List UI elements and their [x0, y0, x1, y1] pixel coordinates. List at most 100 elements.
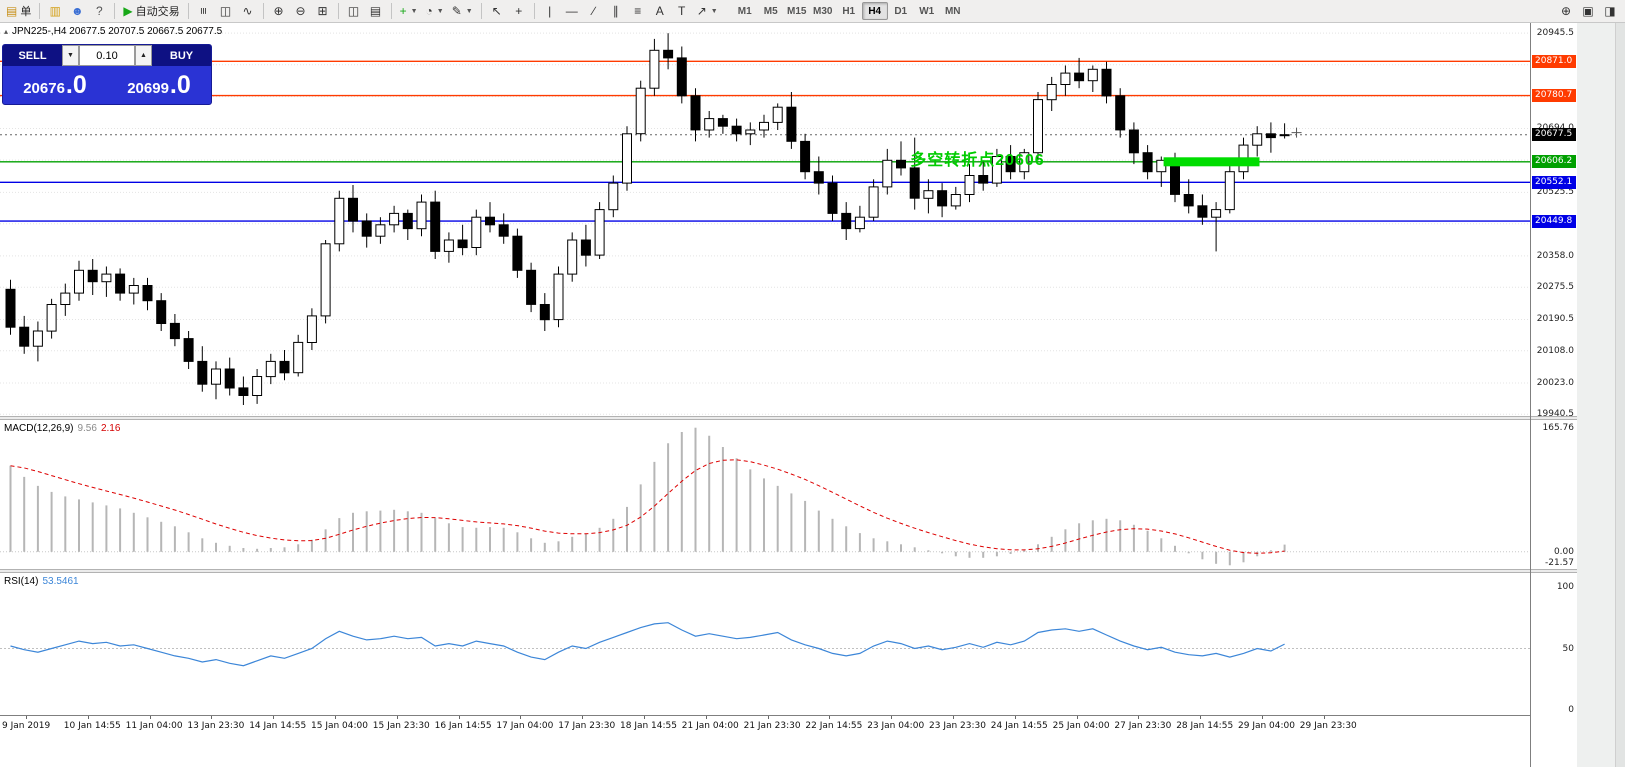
macd-tick-label: 0.00: [1553, 546, 1574, 557]
time-tick-mark: [458, 716, 460, 719]
buy-price[interactable]: 20699.0: [107, 71, 211, 100]
rsi-axis[interactable]: 100 50 0: [1531, 573, 1577, 715]
time-tick-mark: [953, 716, 954, 719]
buy-button[interactable]: BUY: [152, 45, 211, 66]
timeframe-h4-button[interactable]: H4: [861, 2, 888, 20]
volume-decrease-button[interactable]: ▼: [62, 45, 79, 66]
vertical-scrollbar[interactable]: [1615, 23, 1625, 767]
profile-icon[interactable]: ☻: [66, 1, 88, 21]
time-tick-mark: [582, 716, 584, 719]
zoom-in-icon[interactable]: ⊕: [268, 1, 290, 21]
time-tick-label: 23 Jan 04:00: [867, 721, 925, 731]
autotrade-glyph: ▶: [123, 4, 133, 18]
time-axis[interactable]: 9 Jan 2019 10 Jan 14:55 11 Jan 04:00 13 Jan…: [0, 715, 1530, 737]
time-tick-mark: [87, 716, 89, 719]
volume-increase-button[interactable]: ▲: [135, 45, 152, 66]
volume-input[interactable]: [79, 45, 135, 66]
timeframe-m30-button[interactable]: M30: [810, 2, 836, 20]
rsi-tick-label: 50: [1562, 643, 1574, 654]
panel-toggle-icon[interactable]: ◨: [1599, 1, 1621, 21]
rsi-tick-label: 100: [1556, 582, 1574, 592]
dropdown-caret-icon: ▼: [436, 7, 444, 15]
sell-price[interactable]: 20676.0: [3, 71, 107, 100]
channel-icon[interactable]: ∥: [605, 1, 627, 21]
shapes-icon[interactable]: ↗ ▼: [693, 1, 722, 21]
zoom-out-icon[interactable]: ⊖: [290, 1, 312, 21]
macd-axis[interactable]: 165.76 0.00 -21.57: [1531, 420, 1577, 569]
cursor-icon[interactable]: ↖: [486, 1, 508, 21]
toolbar-separator: [262, 3, 264, 19]
time-tick-label: 16 Jan 14:55: [434, 721, 492, 731]
price-axis[interactable]: 19940.5 20023.0 20108.0 20190.5 20275.5 20358…: [1531, 23, 1577, 419]
crosshair-icon[interactable]: +: [508, 1, 530, 21]
chart-window-icon-glyph: ▥: [49, 4, 62, 18]
add-indicator-icon-glyph: +: [399, 4, 407, 18]
periods-icon[interactable]: ◔ ▼: [422, 1, 448, 21]
trendline-icon[interactable]: ∕: [583, 1, 605, 21]
window-icon[interactable]: ▣: [1577, 1, 1599, 21]
macd-tick-label: -21.57: [1544, 558, 1574, 568]
timeframe-m5-button[interactable]: M5: [758, 2, 784, 20]
symbol-ohlc-text: JPN225-,H4 20677.5 20707.5 20667.5 20677…: [12, 26, 223, 37]
help-icon-glyph: ?: [96, 4, 103, 18]
horizontal-price-lines: [0, 60, 1530, 222]
chart-symbol-header: ▴ JPN225-,H4 20677.5 20707.5 20667.5 206…: [4, 26, 222, 37]
arrange-windows-icon[interactable]: ◫: [343, 1, 365, 21]
rsi-value: 53.5461: [42, 576, 79, 587]
price-chart-pane[interactable]: 多空转折点20606 ▴ JPN225-,H4 20677.5 20707.5 …: [0, 23, 1530, 416]
price-tick-label: 20525.5: [1536, 187, 1574, 198]
time-tick-label: 18 Jan 14:55: [620, 721, 677, 731]
autotrade-button[interactable]: ▶ 自动交易: [119, 1, 183, 21]
fibonacci-icon[interactable]: ≡: [627, 1, 649, 21]
tile-windows-icon[interactable]: ⊞: [312, 1, 334, 21]
trendline-icon-glyph: ∕: [592, 4, 595, 18]
pane-separator[interactable]: [0, 569, 1530, 573]
time-tick-mark: [1014, 716, 1016, 719]
pane-separator[interactable]: [0, 416, 1530, 420]
chart-panes: 多空转折点20606 ▴ JPN225-,H4 20677.5 20707.5 …: [0, 23, 1530, 767]
cascade-windows-icon[interactable]: ▤: [365, 1, 387, 21]
pane-separator: [1531, 569, 1577, 573]
text-icon[interactable]: A: [649, 1, 671, 21]
price-grid: [0, 32, 1530, 415]
autotrade-button-label: 自动交易: [135, 6, 180, 18]
time-tick-label: 13 Jan 23:30: [187, 721, 245, 731]
timeframe-mn-button[interactable]: MN: [940, 2, 966, 20]
timeframe-m1-button[interactable]: M1: [732, 2, 758, 20]
chart-window-icon[interactable]: ▥: [44, 1, 66, 21]
label-icon[interactable]: T: [671, 1, 693, 21]
add-indicator-icon[interactable]: + ▼: [396, 1, 422, 21]
help-icon[interactable]: ?: [88, 1, 110, 21]
bar-chart-icon[interactable]: ≡: [193, 1, 215, 21]
vertical-line-icon[interactable]: |: [539, 1, 561, 21]
line-chart-icon[interactable]: ∿: [237, 1, 259, 21]
right-gutter: [1577, 23, 1625, 767]
macd-signal-line: [10, 459, 1285, 554]
time-tick-mark: [335, 716, 336, 719]
template-icon[interactable]: ✎ ▼: [448, 1, 477, 21]
price-tick-label: 20190.5: [1536, 314, 1574, 325]
symbol-marker-icon: ▴: [4, 27, 9, 36]
time-tick-label: 17 Jan 04:00: [496, 721, 554, 731]
price-tick-label: 20358.0: [1536, 250, 1574, 261]
horizontal-line-icon[interactable]: —: [561, 1, 583, 21]
macd-pane[interactable]: MACD(12,26,9) 9.56 2.16: [0, 420, 1530, 569]
search-zoom-icon[interactable]: ⊕: [1555, 1, 1577, 21]
timeframe-d1-button[interactable]: D1: [888, 2, 914, 20]
candlestick-chart-icon[interactable]: ◫: [215, 1, 237, 21]
axis-corner: [1531, 715, 1577, 767]
horizontal-line-icon-glyph: —: [565, 4, 578, 18]
rsi-pane[interactable]: RSI(14) 53.5461: [0, 573, 1530, 715]
price-scale-column: 19940.5 20023.0 20108.0 20190.5 20275.5 20358…: [1530, 23, 1577, 767]
timeframe-h1-button[interactable]: H1: [836, 2, 862, 20]
timeframe-w1-button[interactable]: W1: [914, 2, 940, 20]
time-tick-label: 28 Jan 14:55: [1176, 721, 1234, 731]
rsi-line: [10, 622, 1285, 667]
timeframe-m15-button[interactable]: M15: [784, 2, 810, 20]
price-line-badge: 20780.7: [1532, 89, 1576, 103]
macd-canvas: [0, 427, 1530, 566]
fibonacci-icon-glyph: ≡: [634, 4, 642, 18]
new-order-button[interactable]: ▤ 单: [2, 1, 35, 21]
new-order-button-label: 单: [20, 6, 32, 18]
sell-button[interactable]: SELL: [3, 45, 62, 66]
